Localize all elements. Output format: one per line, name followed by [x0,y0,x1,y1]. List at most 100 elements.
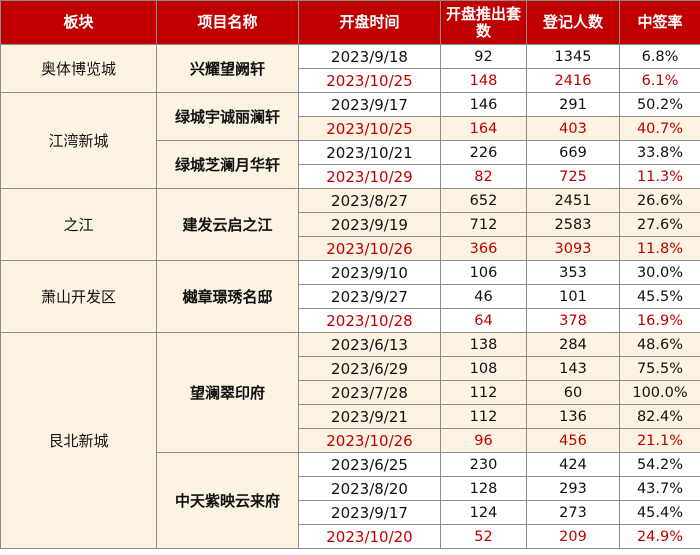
header-units: 开盘推出套数 [440,0,527,45]
date-cell: 2023/9/17 [298,500,441,525]
project-cell: 樾章璟琇名邸 [156,260,299,333]
registrants-cell: 669 [526,140,620,165]
table-row: 2023/10/28 64 378 16.9% [1,308,700,333]
registrants-cell: 2416 [526,68,620,93]
block-cell: 之江 [0,188,157,261]
registrants-cell: 353 [526,260,620,285]
win-rate-cell: 16.9% [619,308,700,333]
registrants-cell: 403 [526,116,620,141]
units-cell: 82 [440,164,527,189]
win-rate-cell: 24.9% [619,524,700,549]
date-cell: 2023/10/25 [298,68,441,93]
date-cell: 2023/9/27 [298,284,441,309]
block-cell: 江湾新城 [0,92,157,189]
registrants-cell: 136 [526,404,620,429]
project-cell: 绿城宇诚丽澜轩 [156,92,299,141]
registrants-cell: 293 [526,476,620,501]
win-rate-cell: 50.2% [619,92,700,117]
units-cell: 64 [440,308,527,333]
table-row: 艮北新城 望澜翠印府 2023/6/13 138 284 48.6% [0,332,700,549]
win-rate-cell: 100.0% [619,380,700,405]
date-cell: 2023/10/28 [298,308,441,333]
project-cell: 绿城芝澜月华轩 [156,140,299,189]
units-cell: 146 [440,92,527,117]
registrants-cell: 424 [526,452,620,477]
table-row: 2023/10/26 366 3093 11.8% [1,236,700,261]
units-cell: 92 [440,44,527,69]
project-cell: 建发云启之江 [156,188,299,261]
units-cell: 712 [440,212,527,237]
table-row: 中天紫映云来府 2023/6/25 230 424 54.2% [1,452,700,549]
header-win-rate: 中签率 [619,0,700,45]
units-cell: 226 [440,140,527,165]
units-cell: 128 [440,476,527,501]
date-cell: 2023/9/18 [298,44,441,69]
win-rate-cell: 11.3% [619,164,700,189]
date-cell: 2023/8/27 [298,188,441,213]
registrants-cell: 1345 [526,44,620,69]
table-row: 2023/10/20 52 209 24.9% [1,524,700,549]
units-cell: 96 [440,428,527,453]
units-cell: 366 [440,236,527,261]
units-cell: 164 [440,116,527,141]
table-row: 2023/8/20 128 293 43.7% [1,476,700,501]
table-row: 2023/7/28 112 60 100.0% [1,380,700,405]
date-cell: 2023/6/13 [298,332,441,357]
units-cell: 230 [440,452,527,477]
project-cell: 中天紫映云来府 [156,452,299,549]
registrants-cell: 209 [526,524,620,549]
table-row: 2023/9/21 112 136 82.4% [1,404,700,429]
registrants-cell: 456 [526,428,620,453]
table-row: 之江 建发云启之江 2023/8/27 652 2451 26.6% [0,188,700,261]
block-cell: 艮北新城 [0,332,157,549]
header-block: 板块 [0,0,157,45]
date-cell: 2023/10/26 [298,236,441,261]
win-rate-cell: 54.2% [619,452,700,477]
table-row: 绿城芝澜月华轩 2023/10/21 226 669 33.8% [1,140,700,189]
win-rate-cell: 6.1% [619,68,700,93]
date-cell: 2023/10/26 [298,428,441,453]
date-cell: 2023/9/17 [298,92,441,117]
date-cell: 2023/10/25 [298,116,441,141]
units-cell: 652 [440,188,527,213]
units-cell: 106 [440,260,527,285]
table-row: 2023/10/25 164 403 40.7% [1,116,700,141]
win-rate-cell: 27.6% [619,212,700,237]
date-cell: 2023/10/20 [298,524,441,549]
table-row: 2023/10/29 82 725 11.3% [1,164,700,189]
win-rate-cell: 45.5% [619,284,700,309]
date-cell: 2023/8/20 [298,476,441,501]
project-cell: 兴耀望阙轩 [156,44,299,93]
win-rate-cell: 40.7% [619,116,700,141]
win-rate-cell: 26.6% [619,188,700,213]
registrants-cell: 2583 [526,212,620,237]
registrants-cell: 143 [526,356,620,381]
table-row: 2023/9/19 712 2583 27.6% [1,212,700,237]
units-cell: 124 [440,500,527,525]
registrants-cell: 3093 [526,236,620,261]
header-date: 开盘时间 [298,0,441,45]
units-cell: 138 [440,332,527,357]
header-registrants: 登记人数 [526,0,620,45]
table-row: 奥体博览城 兴耀望阙轩 2023/9/18 92 1345 6.8% [0,44,700,93]
date-cell: 2023/6/29 [298,356,441,381]
table-row: 2023/9/17 124 273 45.4% [1,500,700,525]
project-cell: 望澜翠印府 [156,332,299,453]
date-cell: 2023/9/10 [298,260,441,285]
date-cell: 2023/10/29 [298,164,441,189]
win-rate-cell: 11.8% [619,236,700,261]
date-cell: 2023/6/25 [298,452,441,477]
table-row: 萧山开发区 樾章璟琇名邸 2023/9/10 106 353 30.0% [0,260,700,333]
units-cell: 112 [440,380,527,405]
units-cell: 148 [440,68,527,93]
registrants-cell: 284 [526,332,620,357]
table-row: 2023/10/25 148 2416 6.1% [1,68,700,93]
win-rate-cell: 82.4% [619,404,700,429]
date-cell: 2023/7/28 [298,380,441,405]
registrants-cell: 291 [526,92,620,117]
win-rate-cell: 48.6% [619,332,700,357]
win-rate-cell: 21.1% [619,428,700,453]
win-rate-cell: 30.0% [619,260,700,285]
registrants-cell: 101 [526,284,620,309]
